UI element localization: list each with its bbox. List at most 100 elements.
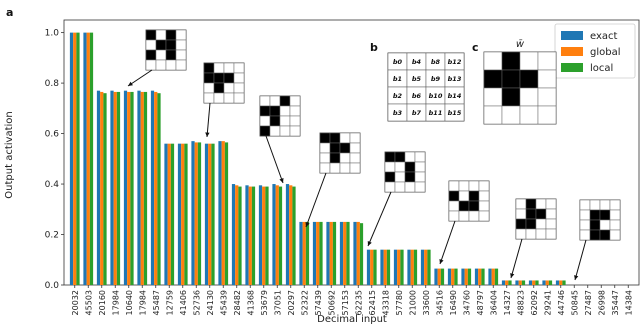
bar-exact <box>488 268 492 285</box>
y-tick-label: 0.2 <box>45 231 59 241</box>
arrow-head <box>205 132 210 137</box>
grid-cell <box>589 229 601 241</box>
x-tick-label: 10640 <box>125 290 134 315</box>
grid-cell <box>319 142 331 154</box>
grid-cell <box>329 132 341 144</box>
grid-cell <box>448 180 460 192</box>
x-tick-label: 62415 <box>368 290 377 315</box>
grid-cell <box>259 105 271 117</box>
grid-cell <box>468 210 480 222</box>
bar-local <box>319 221 323 285</box>
bar-local <box>238 186 242 285</box>
panel-c-label: c <box>472 41 479 54</box>
grid-cell <box>384 171 396 183</box>
grid-cell <box>259 115 271 127</box>
x-tick-label: 26998 <box>597 290 606 315</box>
legend: exact global local <box>554 23 636 79</box>
grid-cell <box>458 190 470 202</box>
legend-label-exact: exact <box>590 31 618 42</box>
arrow-head <box>128 81 133 86</box>
x-tick-label: 50692 <box>327 290 336 315</box>
bit-label: b11 <box>429 109 443 117</box>
bar-exact <box>299 221 303 285</box>
bit-label: b7 <box>412 109 422 117</box>
inset-pattern <box>319 132 361 174</box>
grid-cell <box>349 142 361 154</box>
grid-cell <box>175 29 187 41</box>
arrow-head <box>510 273 515 278</box>
bar-local <box>292 186 296 285</box>
bit-label: b6 <box>412 92 422 100</box>
x-tick-label: 17984 <box>138 290 147 315</box>
bar-exact <box>528 280 533 285</box>
bar-global <box>316 221 320 285</box>
bar-exact <box>218 141 222 285</box>
y-axis-label: Output activation <box>4 111 15 198</box>
grid-cell <box>483 51 503 71</box>
bar-local <box>359 223 364 285</box>
x-tick-label: 20032 <box>71 290 80 315</box>
bar-exact <box>515 280 519 285</box>
inset-pattern <box>145 29 187 71</box>
bit-label: b3 <box>393 109 403 117</box>
bar-exact <box>353 221 357 285</box>
bit-label: b0 <box>393 58 403 66</box>
grid-cell <box>448 190 460 202</box>
bar-local <box>481 268 485 285</box>
grid-cell <box>223 82 235 94</box>
bar-global <box>478 268 482 285</box>
grid-cell <box>329 142 341 154</box>
x-tick-label: 45503 <box>84 290 93 315</box>
grid-cell <box>339 152 351 164</box>
grid-cell <box>175 39 187 51</box>
grid-cell <box>515 208 527 220</box>
grid-cell <box>589 209 601 221</box>
bar-local <box>278 186 283 285</box>
bit-label: b10 <box>429 92 443 100</box>
bar-global <box>100 91 104 285</box>
x-tick-label: 34516 <box>435 290 444 315</box>
grid-cell <box>339 162 351 174</box>
bar-exact <box>407 249 411 285</box>
grid-cell <box>259 95 271 107</box>
bar-chart: 0.0 0.2 0.4 0.6 0.8 1.0 20032 45503 20160 17984 1… <box>45 19 640 315</box>
grid-cell <box>535 218 547 230</box>
inset-pattern <box>579 199 621 241</box>
bar-local <box>265 186 269 285</box>
bars <box>69 32 566 286</box>
bar-global <box>154 91 158 285</box>
bar-local <box>400 249 404 285</box>
y-tick-label: 0.6 <box>45 130 60 140</box>
grid-cell <box>448 200 460 212</box>
x-tick-label: 45487 <box>152 290 161 315</box>
bar-exact <box>285 184 290 285</box>
x-tick-label: 14384 <box>624 290 633 315</box>
grid-cell <box>519 105 539 125</box>
bar-global <box>437 268 441 285</box>
grid-cell <box>525 218 537 230</box>
bar-local <box>427 249 431 285</box>
bar-global <box>275 185 279 285</box>
panel-a-label: a <box>6 6 13 19</box>
bar-local <box>535 280 539 285</box>
grid-cell <box>537 105 557 125</box>
bit-layout-grid: b0 b4 b8 b12 b1 b5 b9 b13 b2 b6 b10 b14 b3 b7 b11 b15 <box>387 52 465 122</box>
grid-cell <box>349 152 361 164</box>
x-tick-label: 48823 <box>516 290 525 315</box>
grid-cell <box>448 210 460 222</box>
bar-local <box>467 268 472 285</box>
bit-label: b13 <box>448 75 462 83</box>
grid-cell <box>525 208 537 220</box>
bar-exact <box>474 268 479 285</box>
arrow-line <box>305 172 327 228</box>
bar-exact <box>245 185 249 285</box>
arrow-line <box>367 191 392 247</box>
grid-cell <box>165 59 177 71</box>
bar-global <box>221 141 225 285</box>
bar-local <box>184 143 188 285</box>
bar-global <box>410 249 414 285</box>
bar-global <box>289 185 293 285</box>
bar-exact <box>150 90 155 286</box>
x-tick-label: 14327 <box>503 290 512 315</box>
grid-cell <box>525 198 537 210</box>
